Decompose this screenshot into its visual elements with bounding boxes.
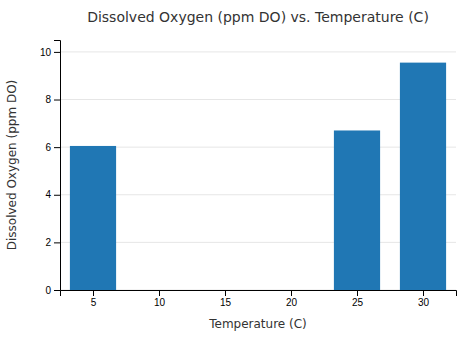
bar: [70, 146, 116, 290]
bar: [400, 63, 446, 290]
y-tick-mark: [54, 242, 60, 243]
x-tick-mark: [357, 290, 358, 296]
x-tick-label: 30: [418, 297, 430, 308]
x-axis-title: Temperature (C): [208, 317, 307, 331]
y-tick: 0: [45, 285, 60, 296]
y-tick-label: 0: [45, 285, 51, 296]
plot-area: 5 10 15 20 25 30 0 2 4 6 8 10: [40, 41, 457, 309]
y-tick: 6: [45, 142, 60, 153]
y-axis-title: Dissolved Oxygen (ppm DO): [5, 80, 19, 251]
x-tick-mark: [93, 290, 94, 296]
y-tick-mark: [54, 195, 60, 196]
x-tick-mark: [291, 290, 292, 296]
y-tick-label: 6: [45, 142, 51, 153]
y-tick-mark: [54, 147, 60, 148]
x-tick-label: 15: [220, 297, 232, 308]
bar: [334, 130, 380, 290]
y-tick: 10: [40, 47, 60, 58]
y-tick: 8: [45, 94, 60, 105]
y-tick-label: 4: [45, 189, 51, 200]
grid-line: [60, 194, 456, 195]
x-tick-label: 25: [352, 297, 364, 308]
grid-line: [60, 99, 456, 100]
grid-line: [60, 242, 456, 243]
x-tick-label: 20: [286, 297, 298, 308]
x-tick: 15: [220, 290, 232, 308]
y-tick: 4: [45, 189, 60, 200]
chart: 5 10 15 20 25 30 0 2 4 6 8 10 Dissolved Oxygen (ppm …: [0, 0, 474, 338]
x-tick: 5: [91, 290, 97, 308]
x-tick-label: 10: [154, 297, 166, 308]
bars: [70, 63, 446, 290]
grid-line: [60, 51, 456, 52]
x-tick: 30: [418, 290, 430, 308]
grid: [60, 52, 456, 290]
y-tick-mark: [54, 100, 60, 101]
x-tick: 20: [286, 290, 298, 308]
y-tick: 2: [45, 237, 60, 248]
x-tick-mark: [225, 290, 226, 296]
y-tick-mark: [54, 290, 60, 291]
y-tick-label: 10: [40, 47, 52, 58]
grid-line: [60, 147, 456, 148]
x-tick-mark: [159, 290, 160, 296]
y-tick-mark: [54, 52, 60, 53]
x-tick-mark: [423, 290, 424, 296]
x-tick-label: 5: [91, 297, 97, 308]
y-tick-label: 8: [45, 94, 51, 105]
y-axis: 0 2 4 6 8 10: [40, 41, 61, 296]
title: Dissolved Oxygen (ppm DO) vs. Temperatur…: [87, 9, 429, 25]
x-axis: 5 10 15 20 25 30: [61, 290, 457, 308]
y-axis-line: [54, 41, 61, 291]
y-tick-label: 2: [45, 237, 51, 248]
x-tick: 25: [352, 290, 364, 308]
x-axis-line: [61, 291, 457, 297]
x-tick: 10: [154, 290, 166, 308]
